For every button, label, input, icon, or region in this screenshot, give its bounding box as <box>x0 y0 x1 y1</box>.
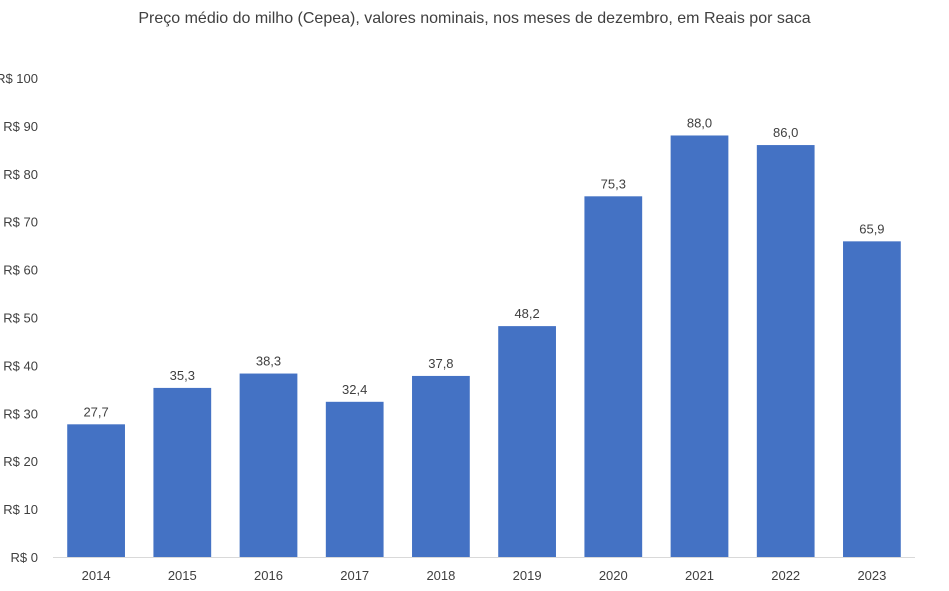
x-tick-label: 2016 <box>254 568 283 583</box>
bar-2015 <box>153 387 212 557</box>
y-tick-label: R$ 10 <box>3 502 38 517</box>
data-label-2017: 32,4 <box>342 382 367 397</box>
bar-2020 <box>584 196 643 558</box>
y-tick-label: R$ 40 <box>3 358 38 373</box>
x-tick-label: 2017 <box>340 568 369 583</box>
y-tick-label: R$ 60 <box>3 263 38 278</box>
bar-2017 <box>325 401 384 557</box>
x-axis: 2014 2015 2016 2017 2018 2019 2020 2021 2022 2023 <box>53 557 915 583</box>
x-tick-label: 2019 <box>513 568 542 583</box>
y-tick-label: R$ 70 <box>3 215 38 230</box>
x-tick-label: 2023 <box>857 568 886 583</box>
data-label-2015: 35,3 <box>170 368 195 383</box>
bar-2021 <box>670 135 729 558</box>
data-label-2016: 38,3 <box>256 354 281 369</box>
data-label-2018: 37,8 <box>428 356 453 371</box>
data-label-2019: 48,2 <box>514 306 539 321</box>
bar-2014 <box>67 424 125 557</box>
bar-2022 <box>756 145 815 557</box>
bar-2023 <box>843 241 901 558</box>
y-tick-label: R$ 20 <box>3 454 38 469</box>
x-tick-label: 2015 <box>168 568 197 583</box>
y-axis: R$ 0 R$ 10 R$ 20 R$ 30 R$ 40 R$ 50 R$ 60 R$ 70 R… <box>0 71 38 565</box>
bar-2016 <box>239 373 298 557</box>
y-tick-label: R$ 80 <box>3 167 38 182</box>
x-tick-label: 2022 <box>771 568 800 583</box>
x-tick-label: 2021 <box>685 568 714 583</box>
bar-2019 <box>498 326 556 557</box>
data-label-2014: 27,7 <box>83 404 108 419</box>
data-label-2023: 65,9 <box>859 221 884 236</box>
chart-title: Preço médio do milho (Cepea), valores no… <box>138 10 811 27</box>
x-tick-label: 2020 <box>599 568 628 583</box>
y-tick-label: R$ 100 <box>0 71 38 86</box>
data-label-2021: 88,0 <box>687 115 712 130</box>
y-tick-label: R$ 90 <box>3 119 38 134</box>
data-label-2020: 75,3 <box>601 176 626 191</box>
data-labels-group: 27,7 35,3 38,3 32,4 37,8 48,2 75,3 88,0 86,0 65,9 <box>83 115 884 419</box>
bars-group <box>67 135 901 558</box>
y-tick-label: R$ 30 <box>3 406 38 421</box>
data-label-2022: 86,0 <box>773 125 798 140</box>
y-tick-label: R$ 0 <box>11 550 38 565</box>
x-tick-label: 2018 <box>426 568 455 583</box>
bar-2018 <box>412 375 470 557</box>
y-tick-label: R$ 50 <box>3 311 38 326</box>
x-tick-label: 2014 <box>82 568 111 583</box>
